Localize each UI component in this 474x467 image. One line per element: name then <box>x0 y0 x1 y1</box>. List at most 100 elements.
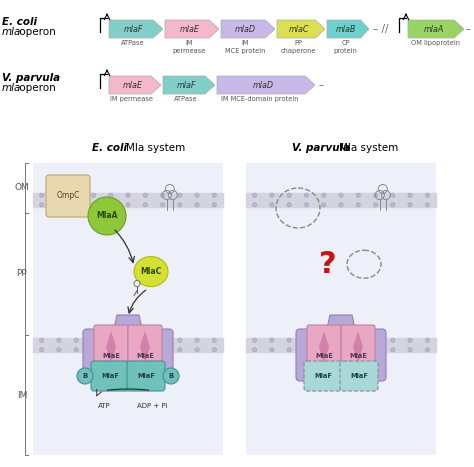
Text: MlaD: MlaD <box>329 351 353 360</box>
Circle shape <box>304 193 309 198</box>
Circle shape <box>143 338 147 342</box>
Text: mlaB: mlaB <box>336 24 356 34</box>
Polygon shape <box>353 331 363 363</box>
Circle shape <box>408 203 412 207</box>
Circle shape <box>91 338 96 342</box>
Circle shape <box>134 281 140 287</box>
Bar <box>246 163 436 455</box>
Circle shape <box>143 193 147 198</box>
Text: MlaC: MlaC <box>140 267 162 276</box>
FancyBboxPatch shape <box>94 325 128 369</box>
Text: –: – <box>466 24 471 34</box>
Text: E. coli: E. coli <box>2 17 37 27</box>
Circle shape <box>321 193 326 198</box>
Circle shape <box>425 203 429 207</box>
Text: IM
MCE protein: IM MCE protein <box>225 40 265 54</box>
Polygon shape <box>163 76 215 94</box>
Text: mlaD: mlaD <box>253 80 274 90</box>
Circle shape <box>126 347 130 352</box>
Circle shape <box>57 338 61 342</box>
Text: –: – <box>319 80 324 90</box>
Polygon shape <box>326 315 356 333</box>
Circle shape <box>109 338 113 342</box>
Circle shape <box>339 193 343 198</box>
Text: OmpC: OmpC <box>56 191 80 200</box>
Text: ADP + Pi: ADP + Pi <box>137 403 167 409</box>
Circle shape <box>425 193 429 198</box>
Circle shape <box>339 347 343 352</box>
Circle shape <box>91 347 96 352</box>
Circle shape <box>74 203 78 207</box>
Circle shape <box>109 203 113 207</box>
Text: E. coli: E. coli <box>92 143 128 153</box>
Circle shape <box>57 193 61 198</box>
Text: B: B <box>82 373 88 379</box>
Text: mlaC: mlaC <box>288 24 309 34</box>
FancyBboxPatch shape <box>307 325 341 369</box>
Circle shape <box>143 203 147 207</box>
Circle shape <box>126 193 130 198</box>
Circle shape <box>109 193 113 198</box>
Circle shape <box>356 193 360 198</box>
Circle shape <box>212 338 217 342</box>
Circle shape <box>39 347 44 352</box>
Text: ATP: ATP <box>98 403 110 409</box>
Circle shape <box>374 193 378 198</box>
Circle shape <box>39 193 44 198</box>
Circle shape <box>212 347 217 352</box>
Text: V. parvula: V. parvula <box>2 73 60 83</box>
FancyBboxPatch shape <box>304 361 342 391</box>
Text: MlaD: MlaD <box>116 351 140 360</box>
Polygon shape <box>327 20 369 38</box>
Circle shape <box>74 193 78 198</box>
Text: mlaF: mlaF <box>124 24 143 34</box>
Circle shape <box>304 338 309 342</box>
Circle shape <box>356 203 360 207</box>
Text: MlaE: MlaE <box>102 353 120 359</box>
Circle shape <box>270 347 274 352</box>
Polygon shape <box>109 76 161 94</box>
Text: OM: OM <box>15 184 29 192</box>
Ellipse shape <box>134 256 168 287</box>
Bar <box>246 193 436 207</box>
Circle shape <box>160 347 165 352</box>
Circle shape <box>160 193 165 198</box>
Text: MlaA: MlaA <box>96 212 118 220</box>
Text: operon: operon <box>16 83 56 93</box>
Text: mla: mla <box>2 27 21 37</box>
Polygon shape <box>113 315 143 333</box>
Circle shape <box>356 338 360 342</box>
FancyBboxPatch shape <box>46 175 90 217</box>
FancyBboxPatch shape <box>128 325 162 369</box>
Circle shape <box>304 203 309 207</box>
Text: MlaE: MlaE <box>349 353 367 359</box>
Circle shape <box>287 338 292 342</box>
Circle shape <box>178 193 182 198</box>
Circle shape <box>287 203 292 207</box>
Circle shape <box>253 347 257 352</box>
Circle shape <box>408 193 412 198</box>
Circle shape <box>391 203 395 207</box>
Text: CP
protein: CP protein <box>334 40 357 54</box>
Circle shape <box>163 368 179 384</box>
Circle shape <box>91 193 96 198</box>
Circle shape <box>287 193 292 198</box>
Circle shape <box>195 193 199 198</box>
FancyBboxPatch shape <box>340 361 378 391</box>
Text: IM MCE-domain protein: IM MCE-domain protein <box>221 96 299 102</box>
Text: MlaF: MlaF <box>101 373 119 379</box>
Circle shape <box>321 338 326 342</box>
Circle shape <box>57 347 61 352</box>
Circle shape <box>339 338 343 342</box>
Circle shape <box>253 338 257 342</box>
Text: IM permease: IM permease <box>110 96 154 102</box>
Circle shape <box>425 338 429 342</box>
Text: MlaF: MlaF <box>137 373 155 379</box>
Bar <box>33 338 223 352</box>
Circle shape <box>304 347 309 352</box>
Polygon shape <box>106 331 116 363</box>
Circle shape <box>160 203 165 207</box>
Circle shape <box>408 338 412 342</box>
Circle shape <box>270 203 274 207</box>
Text: PP
chaperone: PP chaperone <box>280 40 316 54</box>
